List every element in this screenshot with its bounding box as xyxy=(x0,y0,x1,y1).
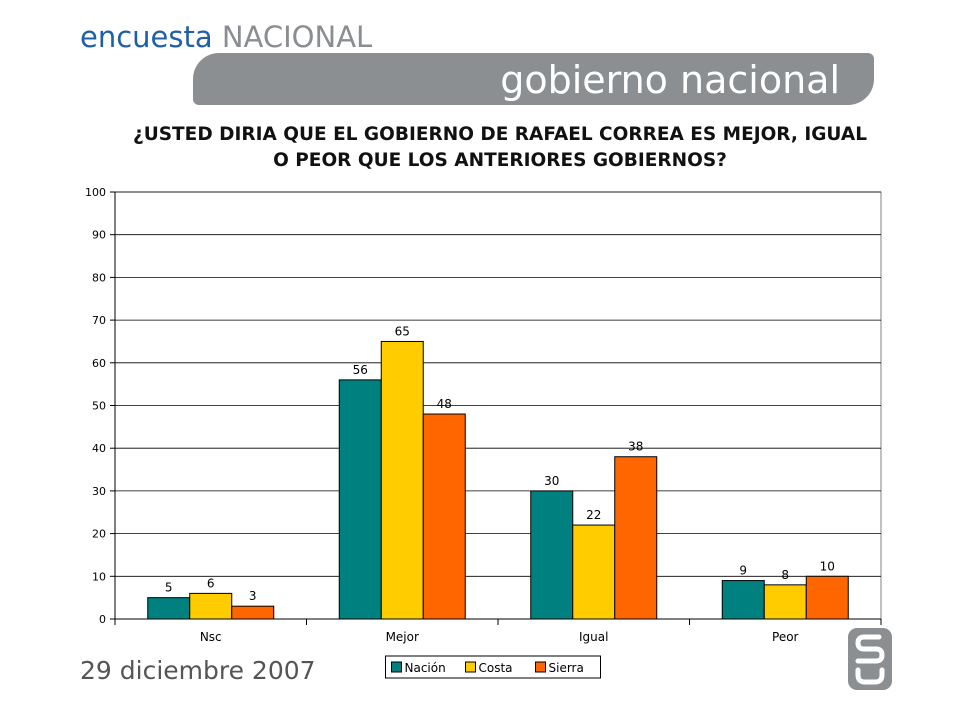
brand-logo-text: encuesta NACIONAL xyxy=(80,20,372,54)
data-label: 8 xyxy=(781,568,789,582)
y-tick-label: 30 xyxy=(92,485,106,498)
legend-swatch xyxy=(465,661,476,673)
bar xyxy=(530,490,574,620)
data-label: 56 xyxy=(353,363,368,377)
data-label: 22 xyxy=(586,508,601,522)
legend-label: Costa xyxy=(479,661,513,675)
data-label: 5 xyxy=(165,581,173,595)
data-label: 9 xyxy=(739,564,747,578)
bar xyxy=(380,340,424,620)
x-tick-label: Igual xyxy=(579,630,608,644)
y-tick-label: 10 xyxy=(92,570,106,583)
bar xyxy=(572,524,616,620)
data-label: 38 xyxy=(628,440,643,454)
data-label: 30 xyxy=(544,474,559,488)
y-tick-label: 70 xyxy=(92,314,106,327)
legend-swatch xyxy=(535,661,546,673)
y-tick-label: 80 xyxy=(92,271,106,284)
data-label: 48 xyxy=(437,397,452,411)
y-tick-label: 0 xyxy=(99,613,106,626)
legend-swatch xyxy=(391,661,402,673)
data-label: 10 xyxy=(820,559,835,573)
question-line-2: O PEOR QUE LOS ANTERIORES GOBIERNOS? xyxy=(273,150,727,171)
x-tick-label: Peor xyxy=(772,630,799,644)
survey-question: ¿USTED DIRIA QUE EL GOBIERNO DE RAFAEL C… xyxy=(60,122,940,174)
footer-date: 29 diciembre 2007 xyxy=(80,656,316,685)
bar xyxy=(147,597,191,620)
data-label: 6 xyxy=(207,576,215,590)
bar xyxy=(338,379,382,620)
brand-part-1: encuesta xyxy=(80,20,213,54)
bar xyxy=(614,456,658,620)
company-logo xyxy=(848,628,892,690)
x-tick-label: Mejor xyxy=(386,630,419,644)
y-tick-label: 90 xyxy=(92,229,106,242)
y-tick-label: 60 xyxy=(92,357,106,370)
brand-part-2: NACIONAL xyxy=(221,20,373,54)
data-label: 3 xyxy=(249,589,257,603)
bar xyxy=(231,605,275,620)
y-tick-label: 40 xyxy=(92,442,106,455)
legend xyxy=(385,655,601,679)
y-tick-label: 20 xyxy=(92,528,106,541)
legend-label: Nación xyxy=(405,661,446,675)
y-tick-label: 100 xyxy=(85,186,106,199)
legend-label: Sierra xyxy=(549,661,584,675)
question-line-1: ¿USTED DIRIA QUE EL GOBIERNO DE RAFAEL C… xyxy=(132,124,867,145)
x-tick-label: Nsc xyxy=(200,630,222,644)
bar xyxy=(763,584,807,620)
section-title: gobierno nacional xyxy=(500,58,840,102)
section-banner: gobierno nacional xyxy=(193,53,874,105)
bar xyxy=(189,592,233,620)
bar xyxy=(422,413,466,620)
bar xyxy=(805,575,849,620)
bar xyxy=(721,580,765,620)
y-tick-label: 50 xyxy=(92,400,106,413)
data-label: 65 xyxy=(395,324,410,338)
